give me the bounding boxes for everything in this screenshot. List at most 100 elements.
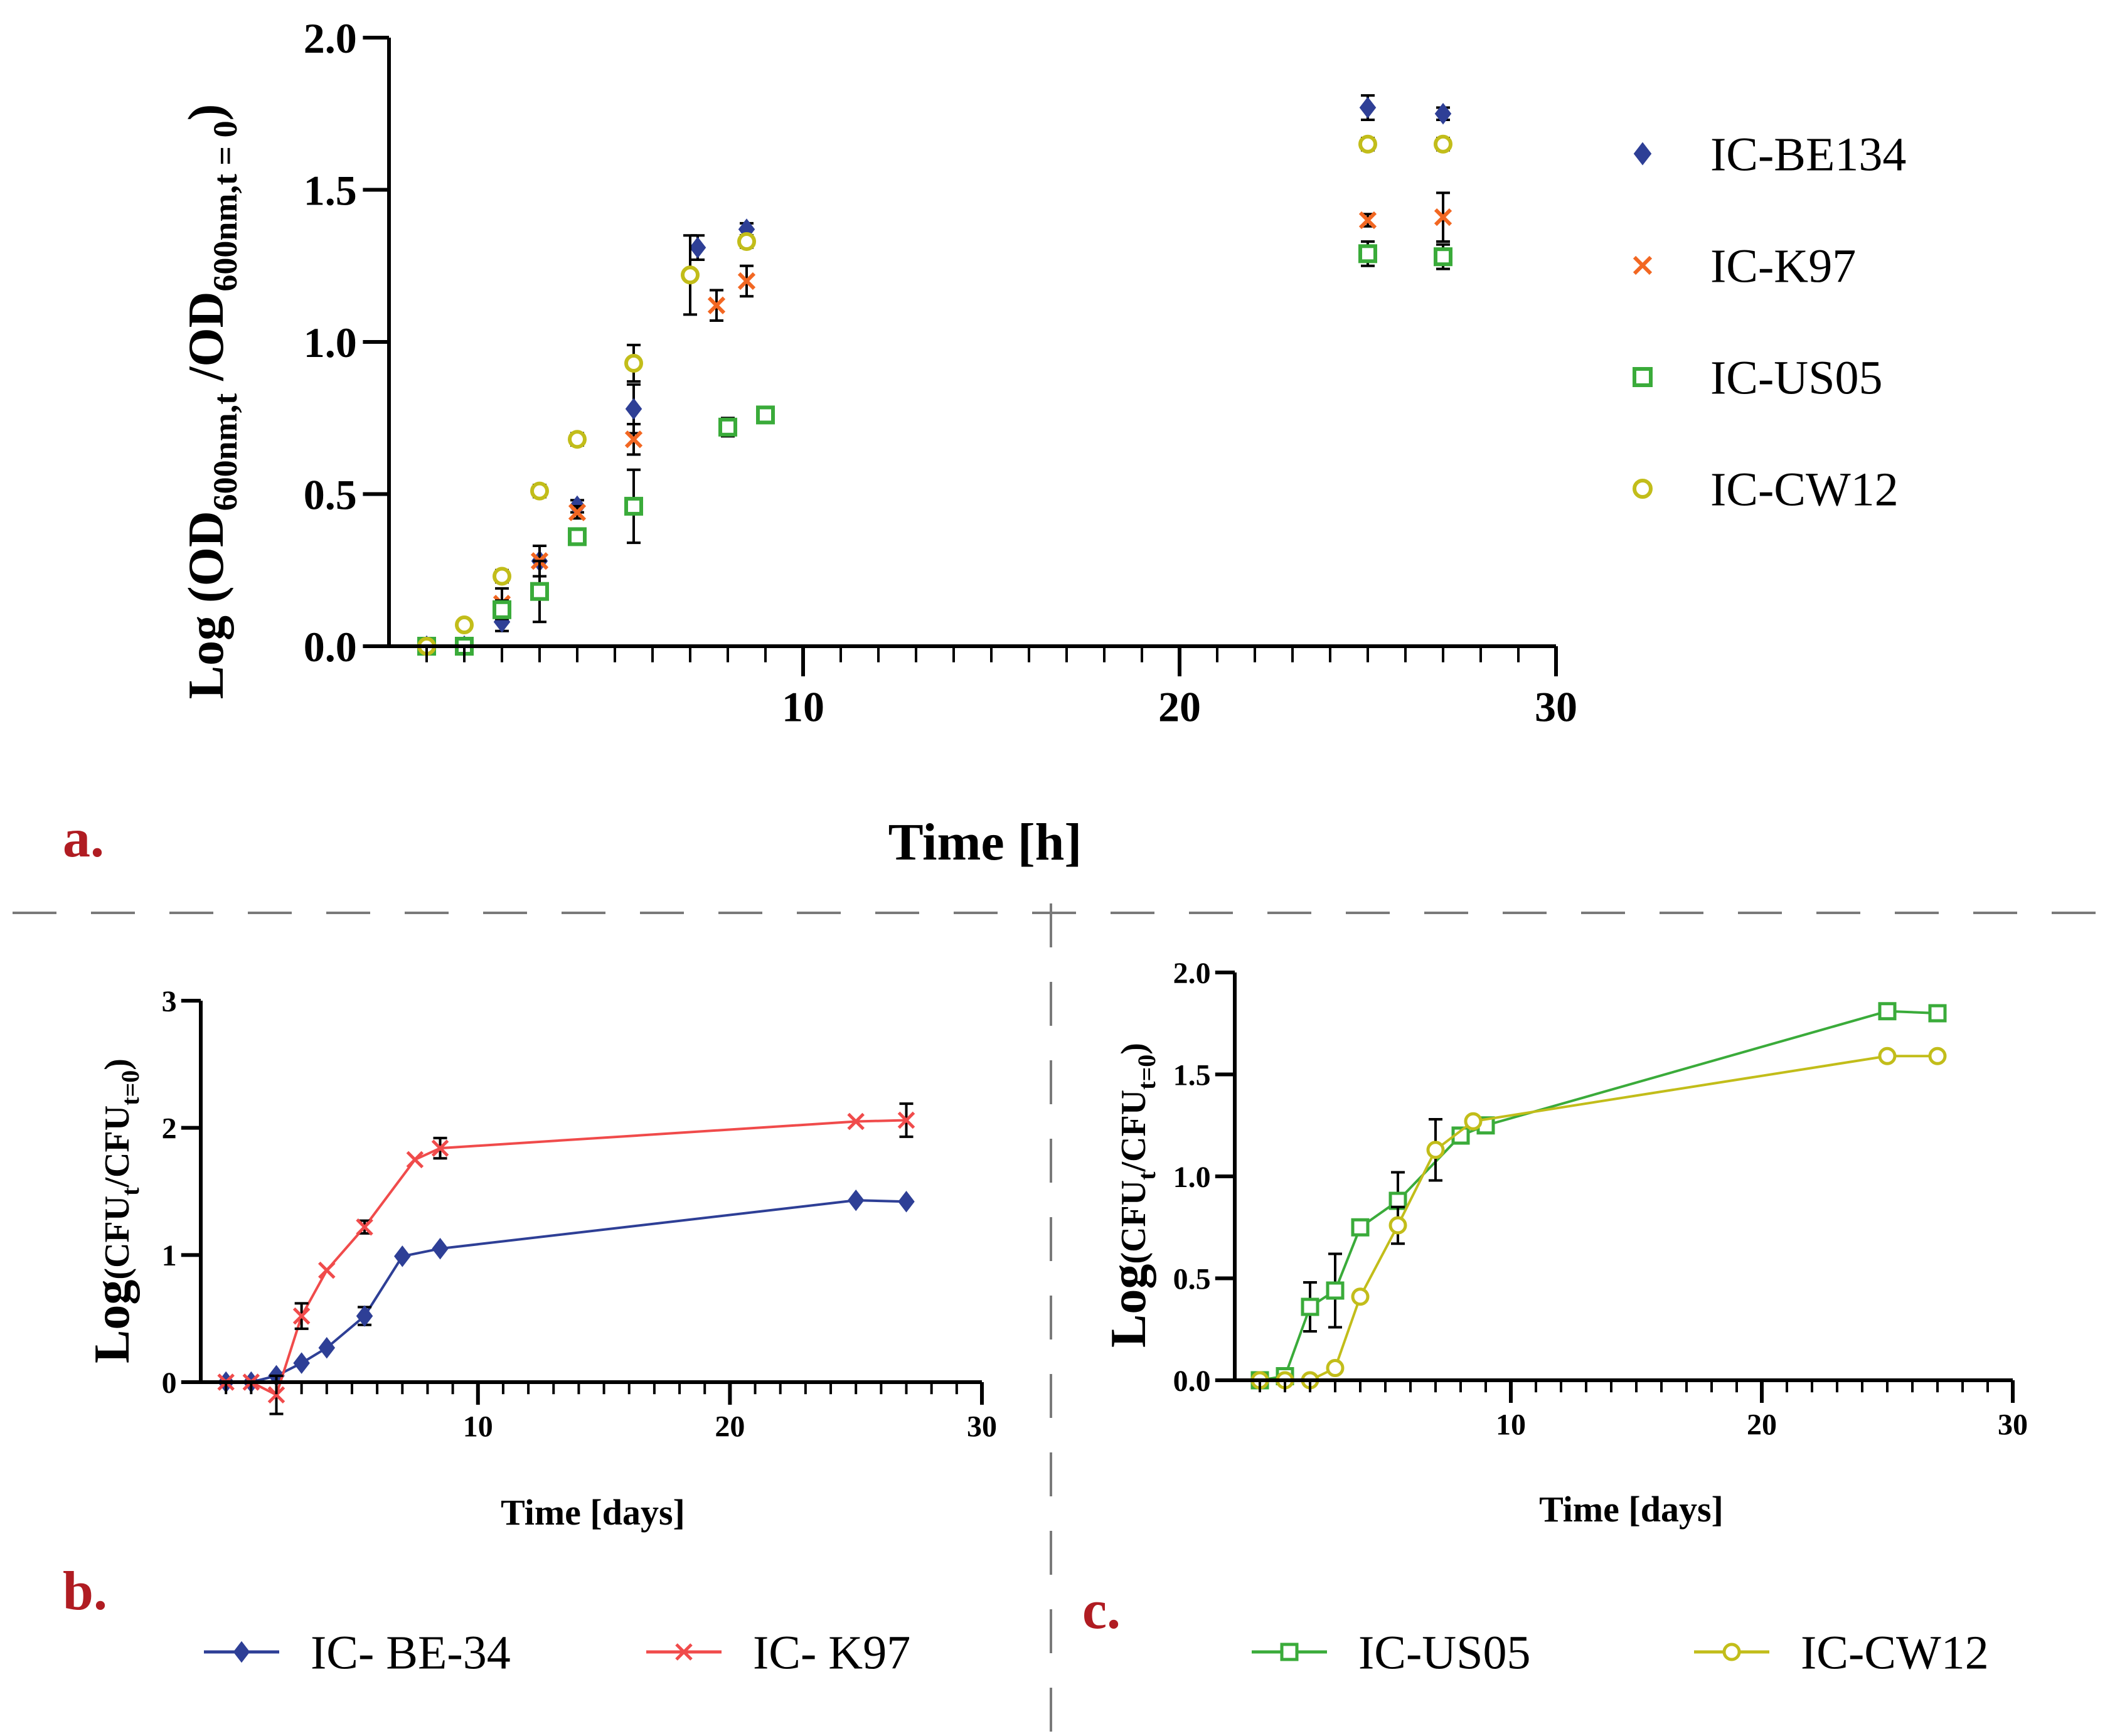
data-point — [1434, 134, 1452, 154]
legend-item: IC- K97 — [646, 1627, 910, 1680]
y-tick-label: 0.0 — [304, 623, 357, 671]
data-point — [1426, 1141, 1445, 1159]
legend-marker — [1633, 255, 1653, 275]
chart-b-axes: 10 20 30 0 1 2 3 — [162, 985, 997, 1444]
legend-marker — [1280, 1643, 1299, 1661]
series-IC- BE-34 — [217, 1189, 915, 1393]
data-point — [1434, 208, 1452, 226]
y-tick-label: 1.0 — [304, 319, 357, 366]
data-point — [1359, 97, 1377, 119]
y-tick-label: 3 — [162, 985, 177, 1018]
data-point — [756, 405, 775, 425]
data-point — [318, 1261, 336, 1279]
data-point — [625, 398, 642, 420]
legend-marker — [1633, 367, 1653, 387]
chart-c-axes: 10 20 30 0.0 0.5 1.0 1.5 2.0 — [1173, 957, 2028, 1442]
y-tick-label: 0 — [162, 1366, 177, 1400]
legend-marker — [1633, 479, 1653, 499]
x-tick-label: 10 — [1496, 1408, 1526, 1441]
data-point — [568, 527, 587, 546]
x-tick-label: 30 — [967, 1410, 997, 1443]
chart-c-legend: IC-US05 IC-CW12 — [1252, 1627, 1989, 1680]
data-point — [530, 481, 549, 501]
data-point — [897, 1111, 915, 1129]
data-point — [737, 272, 756, 290]
data-point — [1358, 211, 1377, 230]
legend-item: IC-CW12 — [1694, 1627, 1989, 1680]
series-line — [1260, 1055, 1937, 1382]
y-tick-label: 0.5 — [304, 471, 357, 518]
data-point — [293, 1352, 310, 1374]
legend-item: IC-US05 — [1252, 1627, 1530, 1680]
data-point — [737, 232, 756, 251]
y-tick-label: 0.0 — [1173, 1365, 1211, 1398]
legend-label: IC- BE-34 — [311, 1627, 511, 1680]
data-point — [356, 1305, 373, 1327]
data-point — [406, 1151, 424, 1169]
legend-marker — [233, 1641, 250, 1663]
legend-label: IC-US05 — [1358, 1627, 1530, 1680]
legend-label: IC-US05 — [1710, 352, 1882, 405]
chart-a-x-axis-title: Time [h] — [888, 813, 1082, 871]
y-tick-label: 2.0 — [1173, 957, 1211, 990]
data-point — [318, 1337, 336, 1359]
series-IC-K97 — [417, 191, 1452, 656]
chart-a-y-axis-title: Log (OD600nm,t /OD600nm,t = 0) — [179, 104, 244, 700]
y-tick-label: 1.0 — [1173, 1161, 1211, 1194]
y-tick-label: 1.5 — [304, 166, 357, 214]
chart-b-y-axis-title: Log(CFUt/CFUt=0) — [85, 1058, 144, 1363]
data-point — [568, 430, 587, 449]
legend-item: IC-CW12 — [1633, 464, 1899, 516]
legend-marker — [1633, 142, 1652, 166]
series-line — [1259, 1009, 1938, 1382]
data-point — [1358, 244, 1377, 264]
legend-label: IC- K97 — [753, 1627, 910, 1680]
panel-label-a: a. — [63, 808, 104, 869]
data-point — [681, 265, 700, 285]
data-point — [493, 600, 511, 619]
x-tick-label: 20 — [1747, 1408, 1777, 1441]
legend-item: IC-US05 — [1633, 352, 1882, 405]
data-point — [356, 1218, 373, 1236]
chart-b-marks — [217, 1102, 915, 1415]
data-point — [1878, 1002, 1897, 1021]
data-point — [1301, 1297, 1319, 1316]
chart-c-y-axis-title: Log(CFUt/CFUt=0) — [1101, 1043, 1161, 1348]
x-tick-label: 30 — [1998, 1408, 2028, 1441]
data-point — [624, 430, 643, 449]
chart-a-marks — [417, 94, 1452, 658]
data-point — [898, 1190, 915, 1213]
data-point — [394, 1245, 411, 1267]
data-point — [1928, 1046, 1947, 1065]
chart-c-x-axis-title: Time [days] — [1539, 1489, 1724, 1530]
legend-marker — [1722, 1643, 1741, 1661]
data-point — [432, 1237, 449, 1260]
data-point — [1434, 103, 1452, 125]
chart-a-legend: IC-BE134 IC-K97 IC-US05 IC-CW12 — [1633, 129, 1906, 516]
x-tick-label: 10 — [782, 683, 824, 730]
data-point — [707, 296, 726, 314]
x-tick-label: 20 — [715, 1410, 745, 1443]
legend-marker — [675, 1643, 693, 1661]
data-point — [1388, 1216, 1407, 1235]
y-tick-label: 2.0 — [304, 14, 357, 62]
series-IC-CW12 — [417, 134, 1452, 656]
series-line — [226, 1119, 907, 1397]
legend-label: IC-BE134 — [1710, 129, 1906, 181]
x-tick-label: 20 — [1158, 683, 1201, 730]
data-point — [1358, 134, 1377, 154]
series-IC-US05 — [1250, 1002, 1947, 1390]
series-IC-BE134 — [418, 94, 1452, 658]
data-point — [624, 353, 643, 373]
series-line — [226, 1199, 907, 1383]
series-IC- K97 — [217, 1102, 915, 1415]
data-point — [267, 1386, 285, 1404]
series-IC-CW12 — [1250, 1046, 1947, 1390]
data-point — [1351, 1218, 1370, 1237]
data-point — [292, 1307, 311, 1325]
legend-label: IC-K97 — [1710, 240, 1856, 293]
y-tick-label: 2 — [162, 1112, 177, 1145]
chart-c-marks — [1250, 1002, 1947, 1390]
chart-b-legend: IC- BE-34 IC- K97 — [204, 1627, 910, 1680]
